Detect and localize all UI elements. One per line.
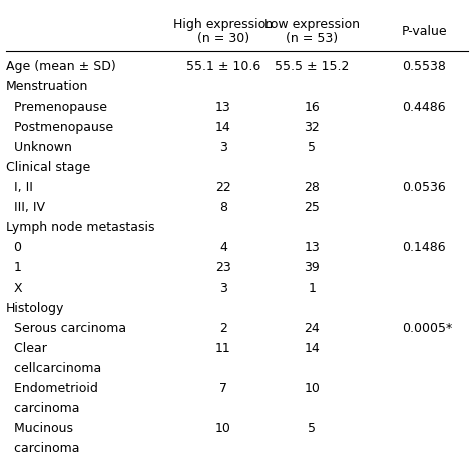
- Text: 55.1 ± 10.6: 55.1 ± 10.6: [186, 60, 260, 73]
- Text: 1: 1: [6, 262, 22, 274]
- Text: Clear: Clear: [6, 342, 47, 355]
- Text: 8: 8: [219, 201, 227, 214]
- Text: (n = 30): (n = 30): [197, 32, 249, 45]
- Text: High expression: High expression: [173, 18, 273, 31]
- Text: P-value: P-value: [402, 25, 447, 38]
- Text: 0.1486: 0.1486: [402, 241, 446, 255]
- Text: (n = 53): (n = 53): [286, 32, 338, 45]
- Text: 3: 3: [219, 141, 227, 154]
- Text: 13: 13: [215, 100, 231, 113]
- Text: 1: 1: [309, 282, 316, 294]
- Text: 22: 22: [215, 181, 231, 194]
- Text: I, II: I, II: [6, 181, 33, 194]
- Text: 24: 24: [304, 322, 320, 335]
- Text: 14: 14: [215, 120, 231, 134]
- Text: 7: 7: [219, 382, 227, 395]
- Text: 5: 5: [309, 141, 317, 154]
- Text: Clinical stage: Clinical stage: [6, 161, 91, 174]
- Text: Serous carcinoma: Serous carcinoma: [6, 322, 126, 335]
- Text: Low expression: Low expression: [264, 18, 360, 31]
- Text: 13: 13: [304, 241, 320, 255]
- Text: Unknown: Unknown: [6, 141, 72, 154]
- Text: 0.5538: 0.5538: [402, 60, 446, 73]
- Text: 0.0005*: 0.0005*: [402, 322, 452, 335]
- Text: Postmenopause: Postmenopause: [6, 120, 113, 134]
- Text: 0: 0: [6, 241, 22, 255]
- Text: 4: 4: [219, 241, 227, 255]
- Text: 28: 28: [304, 181, 320, 194]
- Text: Endometrioid: Endometrioid: [6, 382, 98, 395]
- Text: Mucinous: Mucinous: [6, 422, 73, 435]
- Text: Age (mean ± SD): Age (mean ± SD): [6, 60, 116, 73]
- Text: X: X: [6, 282, 23, 294]
- Text: 0.4486: 0.4486: [402, 100, 446, 113]
- Text: Lymph node metastasis: Lymph node metastasis: [6, 221, 155, 234]
- Text: 11: 11: [215, 342, 231, 355]
- Text: 5: 5: [309, 422, 317, 435]
- Text: carcinoma: carcinoma: [6, 442, 80, 456]
- Text: 55.5 ± 15.2: 55.5 ± 15.2: [275, 60, 350, 73]
- Text: Menstruation: Menstruation: [6, 81, 89, 93]
- Text: carcinoma: carcinoma: [6, 402, 80, 415]
- Text: Histology: Histology: [6, 301, 64, 315]
- Text: 3: 3: [219, 282, 227, 294]
- Text: 32: 32: [304, 120, 320, 134]
- Text: 23: 23: [215, 262, 231, 274]
- Text: cellcarcinoma: cellcarcinoma: [6, 362, 101, 375]
- Text: 39: 39: [304, 262, 320, 274]
- Text: 10: 10: [215, 422, 231, 435]
- Text: III, IV: III, IV: [6, 201, 45, 214]
- Text: 16: 16: [304, 100, 320, 113]
- Text: 0.0536: 0.0536: [402, 181, 446, 194]
- Text: 2: 2: [219, 322, 227, 335]
- Text: 10: 10: [304, 382, 320, 395]
- Text: 14: 14: [304, 342, 320, 355]
- Text: Premenopause: Premenopause: [6, 100, 107, 113]
- Text: 25: 25: [304, 201, 320, 214]
